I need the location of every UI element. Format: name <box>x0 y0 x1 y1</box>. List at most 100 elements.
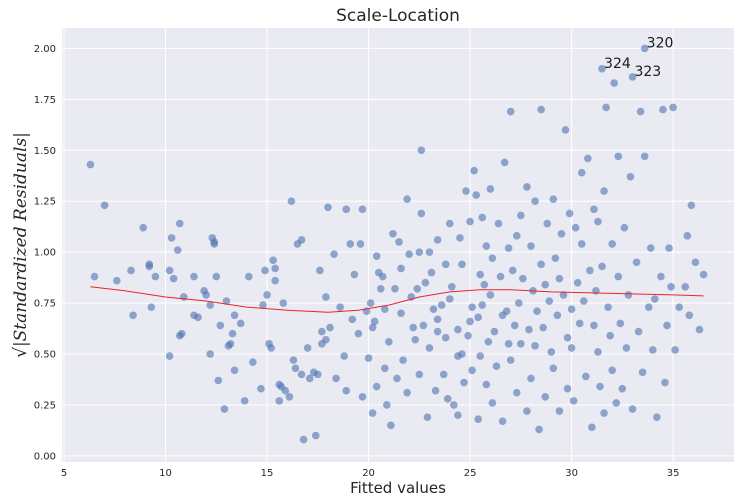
data-point <box>557 229 566 238</box>
data-point <box>535 425 543 434</box>
data-point <box>610 79 619 87</box>
data-point <box>512 232 521 240</box>
data-point <box>214 376 223 385</box>
data-point <box>669 103 677 112</box>
data-point <box>590 321 598 330</box>
data-point <box>612 399 621 407</box>
data-point <box>638 368 647 377</box>
data-point <box>228 329 237 338</box>
x-tick-label: 20 <box>362 468 375 479</box>
data-point <box>683 232 692 240</box>
data-point <box>425 248 434 256</box>
x-tick-label: 10 <box>159 468 172 479</box>
data-point <box>167 234 176 242</box>
data-point <box>644 303 653 311</box>
data-point <box>458 260 466 269</box>
x-tick-label: 25 <box>464 468 477 479</box>
data-point <box>427 268 436 277</box>
data-point <box>555 274 564 283</box>
data-point <box>139 223 148 232</box>
data-point <box>305 374 314 383</box>
data-point <box>421 278 430 287</box>
data-point <box>523 183 531 191</box>
data-point <box>472 191 480 199</box>
data-point <box>464 331 472 340</box>
data-point <box>616 319 625 328</box>
data-point <box>220 405 229 413</box>
data-point <box>287 197 296 205</box>
data-point <box>525 325 533 334</box>
data-point <box>194 313 202 322</box>
data-point <box>340 352 348 360</box>
data-point <box>413 285 422 293</box>
y-tick-label: 1.25 <box>34 197 56 208</box>
data-point <box>358 205 367 214</box>
data-point <box>519 274 527 283</box>
data-point <box>571 223 580 232</box>
data-point <box>169 274 178 283</box>
data-point <box>555 407 564 415</box>
data-point <box>600 409 608 417</box>
data-point <box>594 348 602 356</box>
data-point <box>222 297 231 305</box>
y-tick-label: 0.00 <box>34 451 56 462</box>
data-point <box>537 105 545 114</box>
data-point <box>190 272 198 281</box>
data-point <box>271 276 279 285</box>
data-point <box>478 213 487 222</box>
data-point <box>614 272 623 281</box>
data-point <box>624 291 633 299</box>
data-point <box>604 303 612 311</box>
data-point <box>577 168 586 177</box>
data-point <box>636 107 645 116</box>
data-point <box>584 154 592 163</box>
data-point <box>498 417 507 426</box>
data-point <box>508 266 517 275</box>
data-point <box>240 397 249 405</box>
data-point <box>533 307 541 316</box>
point-annotation: 320 <box>647 35 674 51</box>
data-point <box>661 378 669 387</box>
data-point <box>699 270 708 279</box>
data-point <box>504 244 513 252</box>
data-point <box>474 313 482 322</box>
data-point <box>651 295 659 303</box>
data-point <box>177 329 186 338</box>
data-point <box>484 337 493 346</box>
data-point <box>368 409 377 417</box>
data-point <box>466 217 474 226</box>
data-point <box>470 166 478 175</box>
data-point <box>342 205 351 214</box>
data-point <box>350 270 359 279</box>
data-point <box>261 266 269 275</box>
data-point <box>311 431 320 440</box>
data-point <box>543 219 552 228</box>
data-point <box>387 421 395 430</box>
data-point <box>415 370 424 379</box>
data-point <box>226 340 235 348</box>
data-point <box>618 384 627 393</box>
data-point <box>100 201 109 210</box>
x-tick-label: 30 <box>565 468 578 479</box>
y-tick-label: 0.75 <box>34 299 56 310</box>
data-point <box>602 103 610 112</box>
y-tick-label: 2.00 <box>34 44 56 55</box>
data-point <box>281 386 290 395</box>
data-point <box>86 160 95 169</box>
point-annotation: 324 <box>604 56 631 72</box>
data-point <box>691 258 700 267</box>
data-point <box>417 209 426 218</box>
data-point <box>476 352 485 360</box>
data-point <box>667 282 675 291</box>
data-point <box>372 382 381 391</box>
data-point <box>271 264 279 273</box>
data-point <box>563 333 572 342</box>
data-point <box>553 311 562 320</box>
data-point <box>433 236 442 244</box>
data-point <box>415 248 424 256</box>
data-point <box>512 388 521 397</box>
data-point <box>506 107 515 116</box>
data-point <box>202 291 210 299</box>
data-point <box>393 374 401 383</box>
data-point <box>332 374 340 383</box>
